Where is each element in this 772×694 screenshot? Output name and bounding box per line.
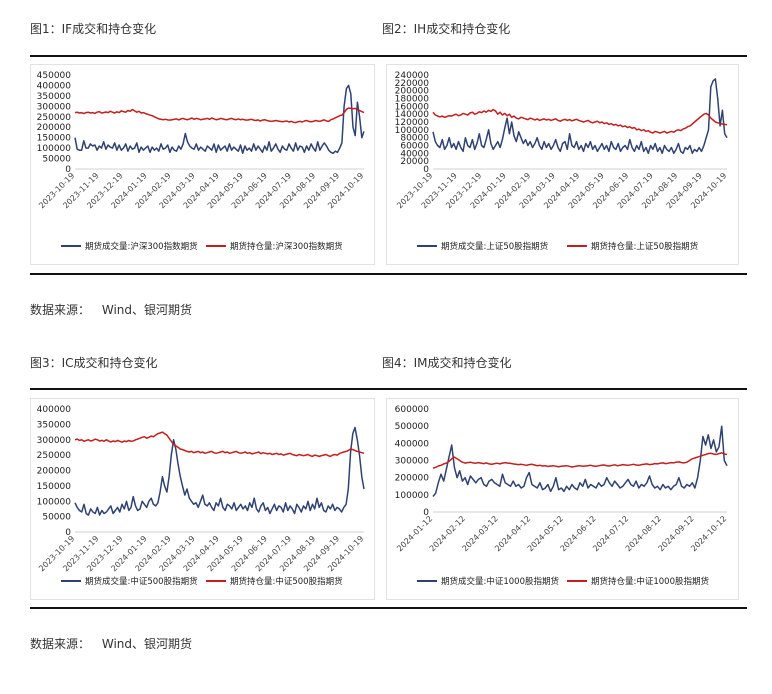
figure-3-caption: 图3：IC成交和持仓变化 [30, 356, 158, 370]
source-text: Wind、银河期货 [101, 637, 193, 651]
legend-label: 期货成交量:沪深300指数期货 [85, 241, 198, 252]
y-tick-label: 150000 [37, 482, 72, 492]
volume-series-line [74, 426, 365, 516]
y-tick-label: 150000 [37, 134, 72, 144]
y-tick-label: 100000 [37, 497, 72, 507]
volume-series-line [74, 84, 365, 155]
legend-label: 期货持仓量:中证500股指期货 [230, 576, 343, 587]
open-interest-series-line [432, 452, 728, 469]
y-tick-label: 50000 [42, 155, 71, 165]
legend-label: 期货成交量:中证1000股指期货 [441, 576, 559, 587]
y-tick-label: 20000 [400, 157, 429, 167]
y-tick-label: 60000 [400, 142, 429, 152]
volume-series-line [432, 78, 728, 155]
y-tick-label: 0 [423, 165, 429, 175]
chart-im: 0100000200000300000400000500000600000202… [395, 405, 729, 587]
figure-2-caption: 图2：IH成交和持仓变化 [382, 22, 511, 36]
y-tick-label: 250000 [37, 451, 72, 461]
y-tick-label: 180000 [395, 95, 430, 105]
y-tick-label: 400000 [37, 405, 72, 415]
source-note-2: 数据来源： Wind、银河期货 [30, 635, 192, 652]
figure-1-caption: 图1：IF成交和持仓变化 [30, 22, 157, 36]
chart-ih: 0200004000060000800001000001200001400001… [395, 71, 729, 252]
chart-ic: 0 50000 100000 150000 200000 250000 300000 3500… [37, 405, 366, 587]
y-tick-label: 300000 [395, 457, 430, 467]
y-tick-label: 160000 [395, 102, 430, 112]
top-rule-1 [30, 55, 747, 57]
y-tick-label: 220000 [395, 79, 430, 89]
legend-label: 期货持仓量:上证50股指期货 [591, 241, 699, 252]
y-tick-label: 200000 [37, 123, 72, 133]
y-tick-label: 350000 [37, 420, 72, 430]
y-tick-label: 200000 [395, 474, 430, 484]
chart-im-panel: 0 100000 200000 300000 400000 500000 600000 202… [386, 398, 739, 600]
y-tick-label: 100000 [37, 144, 72, 154]
y-tick-label: 0 [65, 165, 71, 175]
y-tick-label: 300000 [37, 436, 72, 446]
chart-ic-panel: 0 50000 100000 150000 200000 250000 300000 3500… [30, 398, 375, 600]
y-tick-label: 0 [65, 528, 71, 538]
bottom-rule-2 [30, 607, 747, 609]
y-tick-label: 80000 [400, 134, 429, 144]
chart-if-panel: 0 50000 100000 150000 200000 250000 300000 3500… [30, 64, 375, 265]
y-tick-label: 100000 [395, 491, 430, 501]
chart-if: 0500001000001500002000002500003000003500… [37, 71, 366, 252]
legend-label: 期货持仓量:沪深300指数期货 [230, 241, 343, 252]
y-tick-label: 200000 [37, 467, 72, 477]
y-tick-label: 40000 [400, 149, 429, 159]
volume-series-line [432, 425, 728, 497]
source-label: 数据来源： [30, 637, 91, 651]
y-tick-label: 400000 [37, 81, 72, 91]
legend-label: 期货成交量:中证500股指期货 [85, 576, 198, 587]
legend-label: 期货成交量:上证50股指期货 [441, 241, 549, 252]
open-interest-series-line [74, 107, 365, 124]
source-text: Wind、银河期货 [101, 303, 193, 317]
y-tick-label: 140000 [395, 110, 430, 120]
y-tick-label: 100000 [395, 126, 430, 136]
y-tick-label: 500000 [395, 422, 430, 432]
figure-4-caption: 图4：IM成交和持仓变化 [382, 356, 512, 370]
y-tick-label: 240000 [395, 71, 430, 81]
y-tick-label: 120000 [395, 118, 430, 128]
y-tick-label: 250000 [37, 113, 72, 123]
y-tick-label: 400000 [395, 439, 430, 449]
y-tick-label: 200000 [395, 87, 430, 97]
source-label: 数据来源： [30, 303, 91, 317]
y-tick-label: 300000 [37, 102, 72, 112]
y-tick-label: 0 [423, 508, 429, 518]
bottom-rule-1 [30, 273, 747, 275]
open-interest-series-line [74, 431, 365, 458]
y-tick-label: 600000 [395, 405, 430, 415]
y-tick-label: 350000 [37, 92, 72, 102]
chart-ih-panel: 0 20000 40000 60000 80000 100000 120000 140000 1… [386, 64, 739, 265]
source-note-1: 数据来源： Wind、银河期货 [30, 301, 192, 318]
legend-label: 期货持仓量:中证1000股指期货 [591, 576, 709, 587]
y-tick-label: 50000 [42, 513, 71, 523]
y-tick-label: 450000 [37, 71, 72, 81]
open-interest-series-line [432, 108, 728, 134]
top-rule-2 [30, 388, 747, 390]
